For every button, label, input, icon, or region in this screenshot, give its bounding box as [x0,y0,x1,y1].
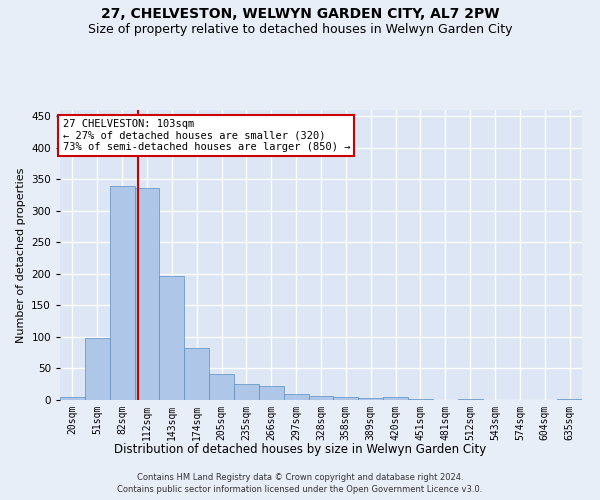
Bar [110,186,134,400]
Bar [358,398,383,400]
Bar [209,374,234,400]
Bar [85,338,110,400]
Text: 27 CHELVESTON: 103sqm
← 27% of detached houses are smaller (320)
73% of semi-det: 27 CHELVESTON: 103sqm ← 27% of detached … [62,118,350,152]
Bar [134,188,160,400]
Bar [284,394,308,400]
Text: Contains HM Land Registry data © Crown copyright and database right 2024.: Contains HM Land Registry data © Crown c… [137,472,463,482]
Bar [383,398,408,400]
Text: 27, CHELVESTON, WELWYN GARDEN CITY, AL7 2PW: 27, CHELVESTON, WELWYN GARDEN CITY, AL7 … [101,8,499,22]
Y-axis label: Number of detached properties: Number of detached properties [16,168,26,342]
Bar [184,348,209,400]
Bar [334,398,358,400]
Bar [160,276,184,400]
Bar [557,398,582,400]
Text: Contains public sector information licensed under the Open Government Licence v3: Contains public sector information licen… [118,485,482,494]
Text: Distribution of detached houses by size in Welwyn Garden City: Distribution of detached houses by size … [114,442,486,456]
Text: Size of property relative to detached houses in Welwyn Garden City: Size of property relative to detached ho… [88,22,512,36]
Bar [259,386,284,400]
Bar [234,384,259,400]
Bar [60,397,85,400]
Bar [308,396,334,400]
